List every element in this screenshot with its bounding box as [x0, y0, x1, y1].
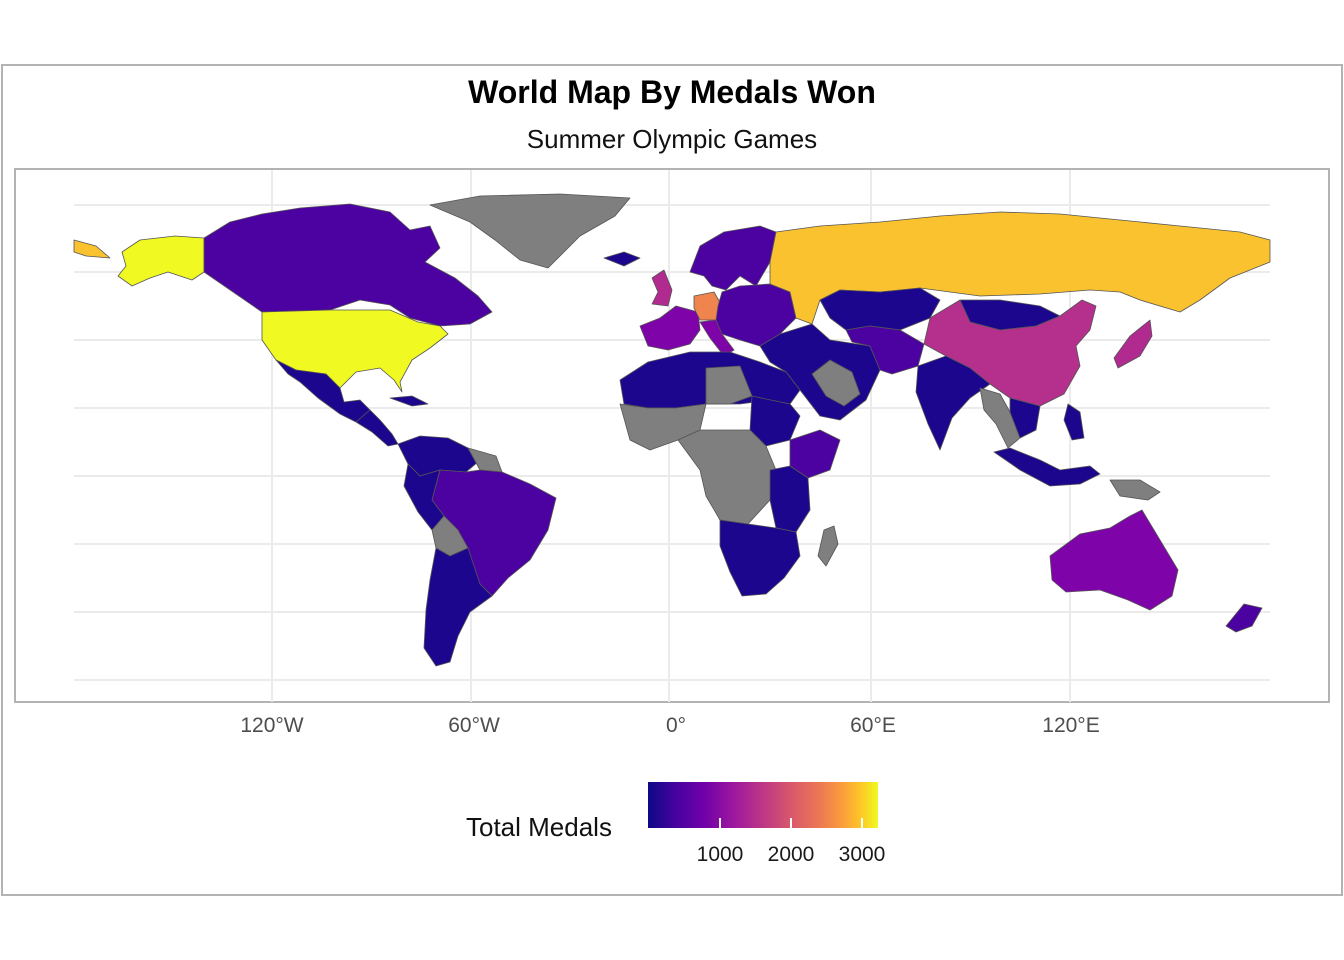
country-usa[interactable]: [261, 309, 449, 393]
country-indonesia[interactable]: [993, 447, 1101, 487]
country-iceland[interactable]: [603, 251, 641, 267]
country-indochina[interactable]: [1009, 397, 1041, 439]
map-panel: [14, 168, 1330, 703]
country-east-africa[interactable]: [769, 465, 811, 533]
x-tick-120e: 120°E: [1042, 714, 1100, 737]
country-france-iberia[interactable]: [639, 305, 701, 351]
x-tick-60e: 60°E: [850, 714, 896, 737]
country-new-guinea[interactable]: [1109, 479, 1161, 501]
country-southern-africa[interactable]: [719, 519, 801, 597]
map-subtitle: Summer Olympic Games: [526, 124, 818, 154]
country-libya[interactable]: [705, 365, 753, 405]
country-alaska-far-east[interactable]: [73, 239, 111, 259]
x-tick-120w: 120°W: [240, 714, 304, 737]
legend-tick-mark: [719, 818, 721, 828]
country-japan[interactable]: [1113, 319, 1153, 369]
country-cuba[interactable]: [389, 395, 429, 407]
country-new-zealand[interactable]: [1225, 603, 1263, 633]
legend-title: Total Medals: [466, 812, 612, 842]
legend-tick-3000: 3000: [838, 843, 886, 866]
map-title: World Map By Medals Won: [468, 74, 876, 110]
legend-tick-1000: 1000: [696, 843, 744, 866]
country-russia[interactable]: [769, 211, 1271, 325]
country-central-america[interactable]: [355, 409, 399, 447]
country-greenland[interactable]: [429, 193, 631, 269]
legend-tick-mark: [790, 818, 792, 828]
legend-colorbar: [648, 782, 878, 828]
country-argentina-chile[interactable]: [423, 547, 493, 667]
country-kazakhstan[interactable]: [819, 287, 941, 331]
country-australia[interactable]: [1049, 509, 1179, 611]
country-southeast-asia[interactable]: [979, 387, 1021, 449]
x-tick-60w: 60°W: [448, 714, 500, 737]
legend-tick-2000: 2000: [767, 843, 815, 866]
country-iran-central-asia[interactable]: [845, 325, 925, 375]
legend-tick-mark: [861, 818, 863, 828]
country-saudi-arabia[interactable]: [811, 359, 861, 407]
country-alaska[interactable]: [117, 235, 205, 287]
country-india[interactable]: [915, 355, 991, 451]
x-tick-0: 0°: [665, 714, 687, 737]
country-united-kingdom[interactable]: [651, 269, 673, 307]
country-madagascar[interactable]: [817, 525, 839, 567]
country-eastern-europe[interactable]: [715, 283, 797, 347]
country-canada[interactable]: [203, 203, 493, 327]
country-philippines[interactable]: [1063, 403, 1085, 441]
country-scandinavia[interactable]: [689, 225, 777, 291]
